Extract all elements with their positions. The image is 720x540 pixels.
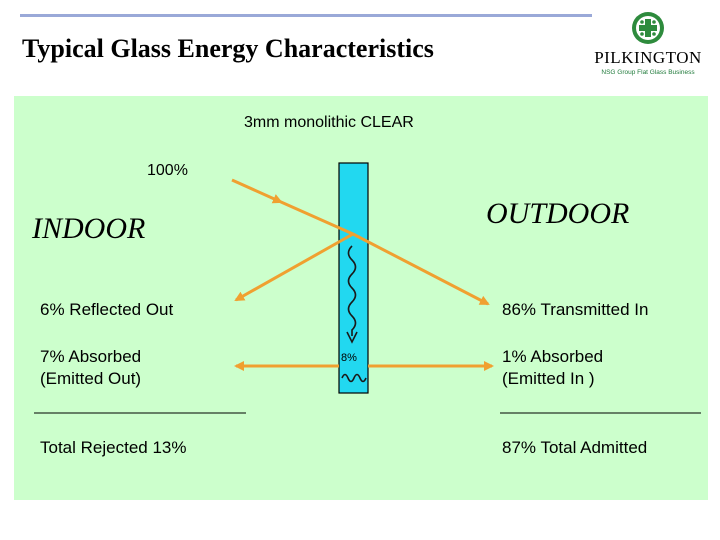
transmitted-arrow (352, 232, 490, 306)
emission-wave-icon (341, 373, 367, 383)
total-rejected-label: Total Rejected 13% (40, 438, 187, 457)
reflected-label: 6% Reflected Out (40, 300, 174, 319)
logo-name: PILKINGTON (594, 48, 702, 67)
incident-percent: 100% (147, 162, 188, 179)
outdoor-label: OUTDOOR (486, 197, 630, 230)
absorption-wave-icon (347, 245, 357, 336)
title-underline (20, 14, 592, 17)
absorbed-out-line2: (Emitted Out) (40, 369, 142, 388)
transmitted-label: 86% Transmitted In (502, 300, 649, 319)
absorption-wave-arrowhead-icon (346, 331, 358, 344)
pilkington-logo: PILKINGTON NSG Group Flat Glass Business (588, 10, 708, 82)
reflected-arrow (234, 232, 354, 302)
indoor-label: INDOOR (32, 212, 146, 245)
slide-title: Typical Glass Energy Characteristics (22, 34, 434, 63)
absorbed-total-percent: 8% (341, 352, 357, 364)
logo-emblem-icon (632, 12, 664, 44)
logo-tagline: NSG Group Flat Glass Business (601, 69, 695, 76)
glass-pane (338, 162, 369, 394)
incident-ray (280, 200, 354, 236)
incident-arrow (231, 178, 283, 204)
absorbed-in-line1: 1% Absorbed (502, 347, 604, 366)
glass-type-label: 3mm monolithic CLEAR (244, 114, 414, 131)
absorbed-out-line1: 7% Absorbed (40, 347, 142, 366)
total-admitted-label: 87% Total Admitted (502, 438, 648, 457)
absorbed-in-line2: (Emitted In ) (502, 369, 595, 388)
